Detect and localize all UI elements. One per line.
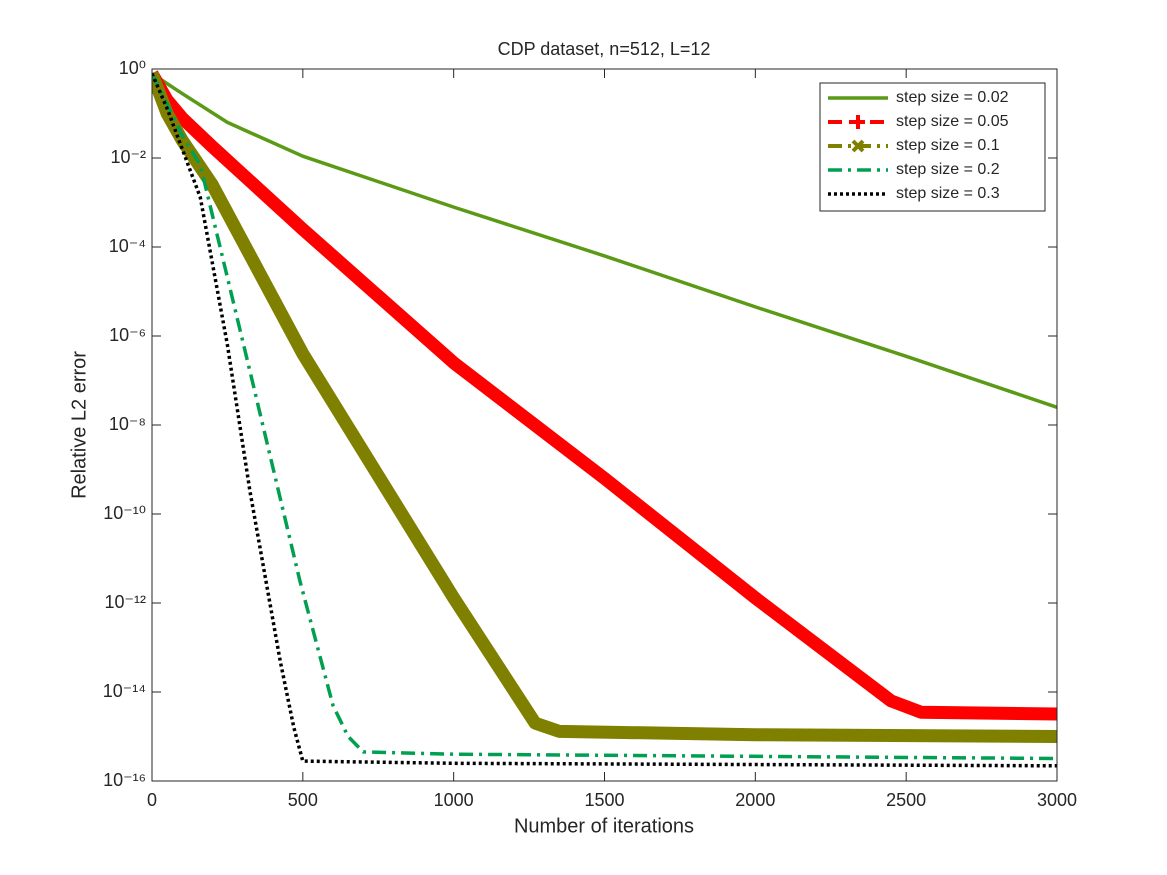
series-line (152, 72, 1058, 409)
y-tick-label: 10⁰ (119, 58, 146, 78)
legend-label: step size = 0.02 (896, 89, 1009, 106)
legend-label: step size = 0.3 (896, 185, 1000, 202)
series-line (152, 72, 1058, 768)
x-tick-label: 500 (288, 790, 318, 810)
legend-label: step size = 0.2 (896, 161, 1000, 178)
y-tick-label: 10⁻¹⁴ (103, 681, 146, 701)
series-line (152, 72, 1058, 761)
series-line (152, 71, 1058, 743)
y-tick-label: 10⁻¹² (104, 592, 146, 612)
legend-marker (851, 115, 865, 129)
y-tick-label: 10⁻⁴ (109, 236, 146, 256)
y-tick-label: 10⁻¹⁶ (103, 770, 146, 790)
series-line (152, 70, 1058, 721)
x-tick-label: 0 (147, 790, 157, 810)
plot-lines (152, 70, 1058, 768)
y-tick-label: 10⁻¹⁰ (103, 503, 146, 523)
x-axis-label: Number of iterations (514, 815, 694, 837)
plot-frame (151, 68, 1058, 782)
x-tick-label: 2000 (735, 790, 775, 810)
x-tick-label: 1000 (434, 790, 474, 810)
x-tick-label: 1500 (584, 790, 624, 810)
y-axis-label: Relative L2 error (68, 351, 90, 499)
legend-label: step size = 0.1 (896, 137, 1000, 154)
chart-title: CDP dataset, n=512, L=12 (498, 39, 711, 59)
y-tick-label: 10⁻⁸ (109, 414, 146, 434)
legend-marker (851, 139, 865, 153)
x-tick-label: 2500 (886, 790, 926, 810)
y-tick-label: 10⁻² (110, 147, 146, 167)
legend-label: step size = 0.05 (896, 113, 1009, 130)
y-tick-label: 10⁻⁶ (109, 325, 146, 345)
x-tick-label: 3000 (1037, 790, 1077, 810)
